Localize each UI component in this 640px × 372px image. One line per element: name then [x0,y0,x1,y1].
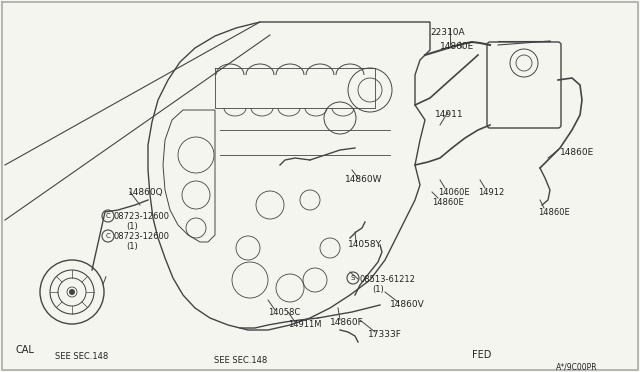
Text: 14860W: 14860W [345,175,383,184]
Circle shape [69,289,75,295]
Text: (1): (1) [126,222,138,231]
Text: A*/9C00PR: A*/9C00PR [556,362,598,371]
Text: 14860E: 14860E [440,42,474,51]
Text: 14911M: 14911M [288,320,321,329]
Text: (1): (1) [126,242,138,251]
Text: 14860Q: 14860Q [128,188,164,197]
Text: 08723-12600: 08723-12600 [113,212,169,221]
Text: 14860E: 14860E [432,198,464,207]
Text: 14912: 14912 [478,188,504,197]
Text: 14058Y: 14058Y [348,240,382,249]
Text: FED: FED [472,350,492,360]
Text: CAL: CAL [15,345,34,355]
Text: 08723-12600: 08723-12600 [113,232,169,241]
Text: C: C [106,233,110,239]
Text: C: C [106,213,110,219]
Text: 08513-61212: 08513-61212 [360,275,416,284]
Text: 14058C: 14058C [268,308,300,317]
Text: 14860V: 14860V [390,300,425,309]
Text: 14860E: 14860E [538,208,570,217]
Text: 14060E: 14060E [438,188,470,197]
Text: 14860F: 14860F [330,318,364,327]
Text: 14860E: 14860E [560,148,595,157]
Text: SEE SEC.148: SEE SEC.148 [214,356,268,365]
Text: SEE SEC.148: SEE SEC.148 [55,352,108,361]
Text: 22310A: 22310A [430,28,465,37]
Text: S: S [351,275,355,281]
Text: 17333F: 17333F [368,330,402,339]
Text: 14911: 14911 [435,110,463,119]
Text: (1): (1) [372,285,384,294]
